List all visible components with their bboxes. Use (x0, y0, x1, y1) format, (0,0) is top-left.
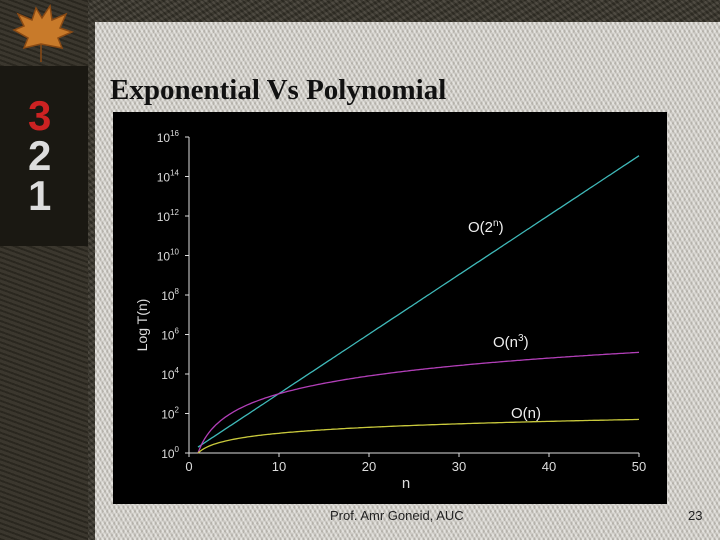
number-1: 1 (28, 172, 51, 219)
number-3: 3 (28, 92, 51, 139)
x-tick-label: 20 (362, 459, 376, 474)
y-tick-label: 1010 (157, 248, 180, 264)
y-axis-label: Log T(n) (134, 299, 150, 352)
x-tick-label: 30 (452, 459, 466, 474)
y-tick-label: 1014 (157, 169, 180, 185)
x-tick-label: 50 (632, 459, 646, 474)
series-label-2: O(n) (511, 405, 541, 422)
y-tick-label: 102 (161, 406, 179, 422)
x-tick-label: 0 (185, 459, 192, 474)
series-label-0: O(2n) (468, 218, 504, 236)
chart: 0 10 20 30 40 50 100 102 104 106 108 1010 1012 1014 10… (134, 129, 646, 492)
y-tick-label: 104 (161, 366, 179, 382)
number-2: 2 (28, 132, 51, 179)
y-tick-label: 106 (161, 327, 179, 343)
page-number: 23 (688, 508, 703, 523)
numbers-321-icon: 3 2 1 (28, 92, 51, 219)
y-tick-label: 1012 (157, 208, 180, 224)
series-line-0 (197, 155, 640, 448)
slide-title: Exponential Vs Polynomial (110, 74, 447, 106)
series-label-1: O(n3) (493, 333, 529, 351)
slide-footer: Prof. Amr Goneid, AUC (330, 508, 464, 523)
y-tick-label: 100 (161, 445, 179, 461)
x-axis-label: n (402, 475, 410, 492)
series-line-2 (197, 418, 640, 454)
x-tick-label: 40 (542, 459, 556, 474)
y-tick-label: 1016 (157, 129, 180, 145)
left-dark-panel (0, 66, 88, 246)
chart-container: 0 10 20 30 40 50 100 102 104 106 108 1010 1012 1014 10… (113, 112, 667, 504)
x-tick-label: 10 (272, 459, 286, 474)
y-tick-label: 108 (161, 287, 179, 303)
series-line-1 (197, 351, 640, 454)
maple-leaf-icon (12, 4, 75, 62)
